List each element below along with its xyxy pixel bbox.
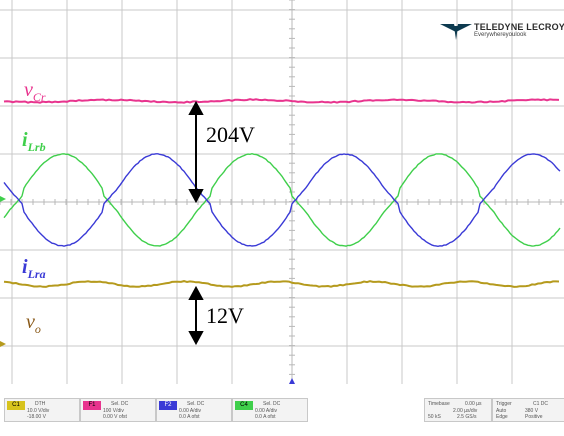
channel-f1-descriptor[interactable]: F1 Sel. DC 100 V/div 0.00 V ofst bbox=[80, 398, 156, 422]
brand-logo: TELEDYNE LECROY Everywhereyoulook bbox=[440, 20, 564, 44]
vo-waveform bbox=[4, 281, 559, 287]
vcr-label: vCr bbox=[24, 80, 46, 103]
lower-voltage-annotation: 12V bbox=[206, 305, 244, 327]
channel-f2-descriptor[interactable]: F2 Sel. DC 0.00 A/div 0.0 A ofst bbox=[156, 398, 232, 422]
channel-c4-descriptor[interactable]: C4 Sel. DC 0.00 A/div 0.0 A ofst bbox=[232, 398, 308, 422]
ilrb-label: iLrb bbox=[22, 130, 46, 153]
upper-arrow-head-bottom bbox=[190, 190, 202, 201]
ground-markers bbox=[0, 196, 295, 384]
teledyne-emblem-icon bbox=[440, 20, 472, 42]
ground-marker-green bbox=[0, 196, 6, 202]
upper-arrow-head-top bbox=[190, 103, 202, 114]
lower-arrow-head-bottom bbox=[190, 332, 202, 343]
timebase-descriptor[interactable]: Timebase 0.00 µs 2.00 µs/div 50 kS 2.5 G… bbox=[424, 398, 492, 422]
status-bar: C1 DTH 10.0 V/div -18.00 V F1 Sel. DC 10… bbox=[0, 384, 564, 436]
channel-c1-descriptor[interactable]: C1 DTH 10.0 V/div -18.00 V bbox=[4, 398, 80, 422]
ilra-label: iLra bbox=[22, 257, 46, 280]
trigger-descriptor[interactable]: Trigger C1 DC Auto 380 V Edge Positive bbox=[492, 398, 564, 422]
waveform-display bbox=[0, 0, 564, 384]
channel-badge: C1 bbox=[7, 401, 25, 410]
channel-badge: C4 bbox=[235, 401, 253, 410]
measurement-arrows bbox=[190, 103, 202, 343]
brand-name: TELEDYNE LECROY bbox=[474, 22, 564, 32]
vo-label: vo bbox=[26, 312, 41, 335]
channel-badge: F1 bbox=[83, 401, 101, 410]
vcr-waveform bbox=[4, 99, 559, 103]
upper-voltage-annotation: 204V bbox=[206, 124, 255, 146]
brand-tagline: Everywhereyoulook bbox=[474, 32, 526, 38]
channel-badge: F2 bbox=[159, 401, 177, 410]
lower-arrow-head-top bbox=[190, 288, 202, 299]
